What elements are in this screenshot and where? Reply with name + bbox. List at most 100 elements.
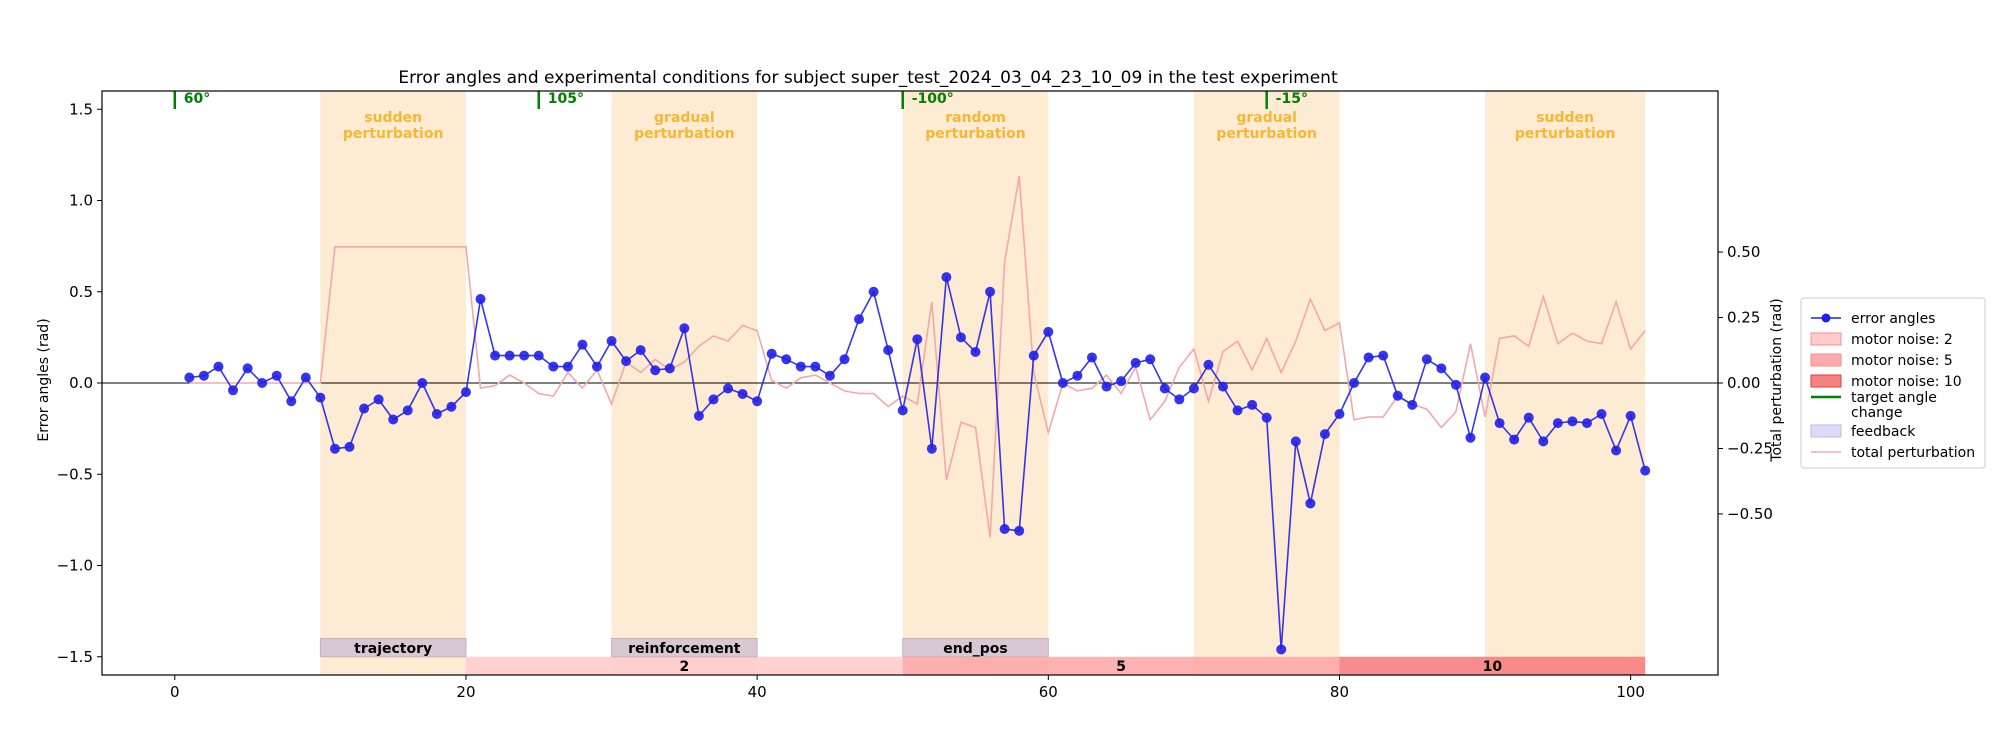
error-point — [1130, 357, 1141, 368]
error-point — [781, 354, 792, 365]
error-point — [1261, 412, 1272, 423]
y-axis-label: Error angles (rad) — [36, 318, 52, 441]
error-point — [184, 372, 195, 383]
error-point — [460, 387, 471, 398]
x-tick-label: 100 — [1616, 683, 1645, 701]
y2-tick-label: −0.25 — [1727, 439, 1773, 457]
error-point — [475, 294, 486, 305]
error-point — [1611, 445, 1622, 456]
error-point — [1247, 399, 1258, 410]
legend-box — [1800, 297, 1986, 469]
error-point — [766, 348, 777, 359]
error-point — [198, 370, 209, 381]
error-point — [955, 332, 966, 343]
feedback-block — [902, 638, 1049, 658]
error-point — [708, 394, 719, 405]
y-tick-label: 1.5 — [69, 100, 93, 118]
noise-label: 5 — [1116, 659, 1126, 675]
error-point — [1014, 525, 1025, 536]
x-tick-label: 40 — [748, 683, 767, 701]
error-point — [1480, 372, 1491, 383]
error-point — [344, 441, 355, 452]
error-point — [1086, 352, 1097, 363]
error-point — [1436, 363, 1447, 374]
error-point — [1072, 370, 1083, 381]
error-point — [1567, 416, 1578, 427]
error-point — [839, 354, 850, 365]
y-tick-label: −1.5 — [57, 648, 93, 666]
feedback-block — [611, 638, 758, 658]
error-point — [1421, 354, 1432, 365]
legend-label: target angle change — [1851, 390, 1937, 421]
error-point — [795, 361, 806, 372]
error-point — [693, 410, 704, 421]
error-point — [606, 336, 617, 347]
error-point — [650, 365, 661, 376]
feedback-label: trajectory — [354, 641, 432, 657]
error-point — [242, 363, 253, 374]
error-point — [926, 443, 937, 454]
feedback-block — [319, 638, 467, 658]
legend-key-noise2 — [1810, 332, 1842, 346]
error-point — [431, 409, 442, 420]
error-point — [1174, 394, 1185, 405]
legend-key-feedback — [1810, 424, 1842, 438]
error-line — [184, 272, 1651, 655]
legend: error angles motor noise: 2 motor noise: 5… — [1800, 297, 1986, 469]
error-point — [1218, 381, 1229, 392]
y-tick-label: 0.5 — [69, 283, 93, 301]
error-point — [300, 372, 311, 383]
legend-label: motor noise: 2 — [1851, 332, 1953, 348]
error-point — [1392, 390, 1403, 401]
error-point — [213, 361, 224, 372]
error-point — [1290, 436, 1301, 447]
error-point — [533, 350, 544, 361]
error-point — [1028, 350, 1039, 361]
error-point — [504, 350, 515, 361]
x-tick-label: 20 — [456, 683, 475, 701]
error-point — [1625, 410, 1636, 421]
error-point — [1159, 383, 1170, 394]
error-point — [737, 388, 748, 399]
error-point — [1450, 379, 1461, 390]
legend-key-error-marker — [1821, 313, 1831, 323]
error-point — [985, 286, 996, 297]
error-point — [329, 443, 340, 454]
perturbation-label: random perturbation — [925, 110, 1026, 142]
legend-key-noise10 — [1810, 374, 1842, 388]
error-point — [417, 378, 428, 388]
y2-tick-label: 0.25 — [1727, 309, 1760, 327]
y-tick-label: 1.0 — [69, 192, 93, 210]
error-point — [1276, 644, 1287, 655]
error-point — [970, 346, 981, 357]
target-change-label: 105° — [548, 91, 584, 107]
noise-block — [465, 656, 903, 675]
error-point — [723, 383, 734, 394]
error-point — [1363, 352, 1374, 363]
y2-axis-label: Total perturbation (rad) — [1769, 298, 1785, 462]
error-point — [635, 345, 646, 356]
error-point — [1640, 465, 1651, 476]
error-point — [621, 356, 632, 367]
x-tick-label: 80 — [1330, 683, 1349, 701]
error-point — [1552, 418, 1563, 429]
error-point — [1145, 354, 1156, 365]
error-point — [1305, 498, 1316, 509]
error-point — [519, 350, 530, 361]
error-point — [1232, 405, 1243, 416]
target-markers: 60° 105° -100° -15° — [173, 91, 1308, 109]
x-tick-label: 0 — [170, 683, 180, 701]
error-point — [315, 392, 326, 403]
error-point — [1523, 412, 1534, 423]
error-point — [1116, 376, 1127, 387]
error-point — [1407, 399, 1418, 410]
axes: 0 20 40 60 80 100 −1.5 −1.0 −0.5 0.0 0.5 1.0 1.5 −0.5… — [57, 90, 1773, 701]
error-point — [591, 361, 602, 372]
error-point — [562, 361, 573, 372]
error-point — [286, 396, 297, 407]
y-tick-label: −1.0 — [57, 557, 93, 575]
error-point — [999, 524, 1010, 534]
y2-tick-label: −0.50 — [1727, 505, 1773, 523]
y-tick-label: 0.0 — [69, 374, 93, 392]
error-point — [271, 370, 282, 381]
